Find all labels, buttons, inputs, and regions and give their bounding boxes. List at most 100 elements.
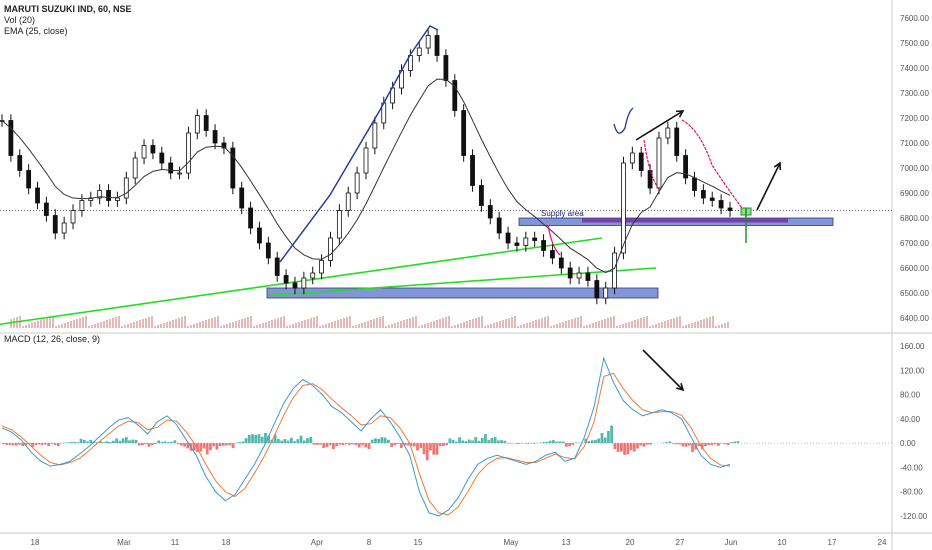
x-tick-label: 18	[31, 538, 40, 547]
macd-histogram-bar	[257, 434, 261, 444]
ema-line	[1, 78, 731, 274]
volume-bar	[94, 324, 96, 328]
macd-histogram-bar	[183, 443, 186, 447]
trendline-long	[0, 237, 603, 326]
macd-histogram-bar	[422, 443, 426, 455]
volume-bar	[682, 326, 684, 328]
price-candle-body	[61, 222, 67, 234]
macd-histogram-bar	[704, 443, 707, 447]
price-candle-body	[709, 197, 715, 201]
price-candle-body	[257, 227, 262, 244]
volume-bar	[250, 316, 252, 328]
price-candle-body	[8, 120, 14, 156]
volume-bar	[163, 323, 165, 328]
volume-label: Vol (20)	[4, 15, 36, 25]
macd-histogram-bar	[14, 443, 18, 446]
volume-bar	[301, 321, 303, 328]
volume-bar	[475, 318, 477, 328]
volume-bar	[217, 316, 219, 328]
macd-histogram-bar	[416, 443, 419, 451]
price-candle-body	[727, 207, 733, 211]
volume-bar	[106, 320, 108, 328]
macd-histogram-bar	[57, 443, 60, 447]
price-candle-body	[479, 185, 484, 206]
volume-bar	[667, 320, 669, 328]
x-tick-label: 24	[878, 538, 887, 547]
macd-histogram-bar	[429, 443, 432, 451]
macd-histogram-bar	[409, 443, 413, 446]
volume-bar	[553, 325, 555, 328]
x-tick-label: 10	[778, 538, 787, 547]
volume-bar	[610, 317, 612, 328]
volume-bar	[349, 316, 351, 328]
volume-bar	[541, 318, 543, 328]
arrow-up-right	[635, 110, 684, 141]
macd-histogram-bar	[105, 441, 109, 444]
macd-histogram-bar	[616, 443, 620, 452]
price-candle-body	[212, 130, 218, 144]
volume-bar	[196, 323, 198, 328]
price-candle-body	[550, 250, 555, 259]
macd-histogram-bar	[254, 434, 258, 444]
volume-bar	[517, 326, 519, 328]
macd-histogram-bar	[228, 443, 232, 446]
macd-histogram-bar	[344, 443, 348, 445]
price-tick-label: 7200.00	[900, 114, 929, 123]
price-candle-body	[79, 200, 85, 211]
macd-histogram-bar	[681, 443, 685, 447]
macd-histogram-bar	[5, 443, 8, 445]
macd-histogram-bar	[322, 443, 326, 448]
volume-bar	[187, 326, 189, 328]
macd-histogram-bar	[571, 443, 575, 445]
macd-histogram-bar	[115, 438, 118, 444]
macd-tick-label: -40.00	[900, 463, 923, 472]
volume-bar	[502, 320, 504, 328]
x-tick-label: Jun	[725, 538, 738, 547]
price-candle-body	[159, 152, 165, 164]
blue-squiggle-drawing	[613, 107, 634, 134]
volume-bar	[508, 318, 510, 328]
volume-bar	[526, 323, 528, 328]
volume-bar	[28, 324, 30, 328]
volume-bar	[379, 317, 381, 328]
macd-tick-label: -80.00	[900, 488, 923, 497]
volume-bar	[418, 326, 420, 328]
volume-bar	[91, 325, 93, 328]
volume-bar	[616, 326, 618, 328]
volume-bar	[493, 323, 495, 328]
macd-histogram-bar	[564, 443, 568, 447]
macd-histogram-bar	[678, 443, 681, 445]
volume-bar	[148, 317, 150, 328]
price-candle-body	[43, 202, 49, 216]
price-tick-label: 6900.00	[900, 189, 929, 198]
macd-histogram-bar	[506, 443, 510, 444]
volume-bar	[586, 325, 588, 328]
macd-histogram-bar	[493, 437, 497, 444]
macd-histogram-bar	[532, 443, 536, 444]
macd-histogram-bar	[163, 441, 167, 444]
macd-histogram-bar	[351, 443, 355, 445]
macd-histogram-bar	[723, 443, 727, 445]
volume-bar	[238, 320, 240, 328]
volume-bar	[373, 319, 375, 328]
macd-histogram-bar	[99, 441, 102, 444]
volume-bar	[643, 317, 645, 328]
price-candle-body	[328, 237, 333, 261]
price-tick-label: 6400.00	[900, 314, 929, 323]
x-tick-label: 11	[171, 538, 180, 547]
macd-histogram-bar	[684, 443, 688, 447]
volume-bar	[343, 318, 345, 328]
support-zone-box	[266, 287, 659, 299]
volume-bar	[208, 319, 210, 328]
macd-histogram-bar	[733, 441, 736, 444]
macd-histogram-bar	[241, 441, 245, 444]
volume-bar	[160, 324, 162, 328]
price-candle-body	[336, 210, 342, 239]
volume-bar	[70, 321, 72, 328]
price-candle-body	[585, 272, 591, 281]
macd-histogram-bar	[218, 443, 222, 446]
macd-histogram-bar	[212, 443, 216, 447]
macd-histogram-bar	[691, 443, 694, 453]
volume-bar	[226, 324, 228, 328]
